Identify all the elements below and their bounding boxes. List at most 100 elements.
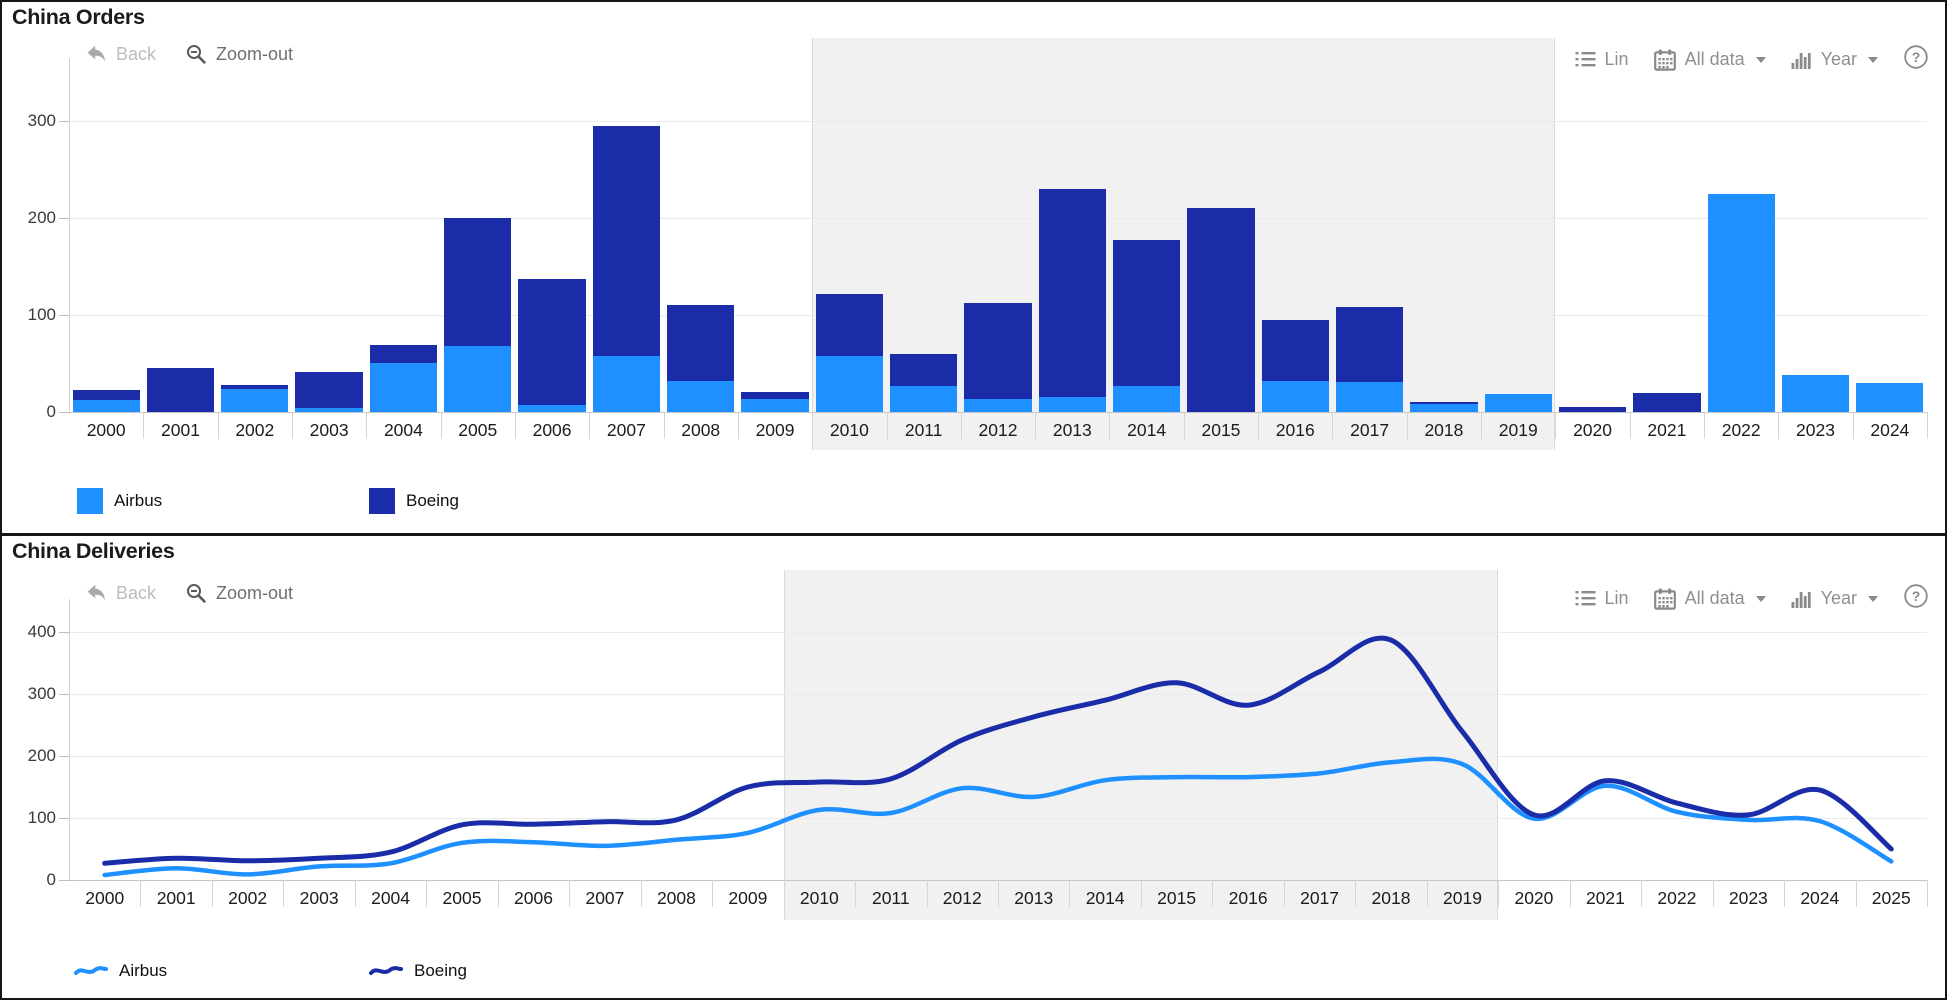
y-tick-label: 300 bbox=[27, 111, 56, 130]
bar-2016-boeing[interactable] bbox=[1261, 319, 1329, 381]
y-tick-mark bbox=[59, 218, 69, 219]
lin-scale-button[interactable]: Lin bbox=[1575, 588, 1629, 609]
bar-2018-airbus[interactable] bbox=[1410, 404, 1478, 412]
bar-2003-airbus[interactable] bbox=[295, 408, 363, 412]
x-tick-mark bbox=[1855, 880, 1857, 907]
bar-2009-airbus[interactable] bbox=[741, 399, 809, 412]
bar-2005-boeing[interactable] bbox=[444, 218, 512, 347]
help-button[interactable]: ? bbox=[1903, 583, 1929, 614]
bar-2010-airbus[interactable] bbox=[815, 355, 883, 412]
zoom-out-icon bbox=[186, 44, 207, 65]
list-icon bbox=[1575, 50, 1596, 69]
bar-2014-airbus[interactable] bbox=[1112, 385, 1181, 412]
gridline bbox=[69, 218, 1927, 219]
bar-2011-airbus[interactable] bbox=[890, 385, 958, 412]
boeing-line-swatch bbox=[369, 966, 403, 975]
bar-2018-boeing[interactable] bbox=[1410, 402, 1478, 405]
bar-2008-airbus[interactable] bbox=[667, 380, 735, 412]
x-tick-label: 2004 bbox=[371, 888, 411, 908]
bar-2017-airbus[interactable] bbox=[1335, 381, 1404, 412]
bar-2002-airbus[interactable] bbox=[221, 388, 289, 412]
deliveries-toolbar-right: Lin All data bbox=[1575, 583, 1929, 614]
back-button[interactable]: Back bbox=[86, 44, 156, 65]
x-tick-mark bbox=[1555, 412, 1557, 439]
x-tick-label: 2025 bbox=[1871, 888, 1911, 908]
x-tick-mark bbox=[217, 412, 219, 439]
x-tick-mark bbox=[1140, 880, 1142, 907]
bar-2022-airbus[interactable] bbox=[1707, 193, 1775, 412]
bar-2012-boeing[interactable] bbox=[964, 303, 1032, 400]
all-data-dropdown[interactable]: All data bbox=[1653, 588, 1766, 610]
boeing-line bbox=[102, 635, 1894, 866]
x-tick-mark bbox=[1183, 412, 1185, 439]
x-tick-label: 2023 bbox=[1728, 888, 1768, 908]
back-icon bbox=[86, 45, 107, 64]
bar-2002-boeing[interactable] bbox=[221, 384, 289, 389]
bar-2019-airbus[interactable] bbox=[1484, 393, 1552, 412]
x-tick-label: 2016 bbox=[1275, 420, 1315, 440]
bar-2000-boeing[interactable] bbox=[72, 389, 140, 401]
x-tick-label: 2000 bbox=[85, 888, 125, 908]
bar-2015-boeing[interactable] bbox=[1187, 208, 1255, 412]
x-tick-mark bbox=[1712, 880, 1714, 907]
zoom-out-button[interactable]: Zoom-out bbox=[186, 44, 293, 65]
x-axis-line bbox=[69, 412, 1927, 413]
bar-2009-boeing[interactable] bbox=[741, 391, 809, 400]
x-tick-label: 2005 bbox=[442, 888, 482, 908]
x-tick-mark bbox=[1481, 412, 1483, 439]
year-dropdown[interactable]: Year bbox=[1791, 49, 1878, 70]
x-tick-label: 2024 bbox=[1800, 888, 1840, 908]
bar-2006-boeing[interactable] bbox=[518, 279, 586, 406]
zoom-out-button[interactable]: Zoom-out bbox=[186, 583, 293, 604]
help-button[interactable]: ? bbox=[1903, 44, 1929, 75]
x-tick-label: 2004 bbox=[383, 420, 423, 440]
all-data-dropdown[interactable]: All data bbox=[1653, 49, 1766, 71]
x-tick-label: 2021 bbox=[1585, 888, 1625, 908]
x-tick-label: 2000 bbox=[86, 420, 126, 440]
x-tick-label: 2008 bbox=[681, 420, 721, 440]
bar-2013-airbus[interactable] bbox=[1038, 397, 1106, 412]
y-tick-label: 0 bbox=[46, 870, 56, 889]
bar-2001-boeing[interactable] bbox=[146, 368, 215, 412]
orders-plot[interactable]: 0 100 200 300 2000 2001 2002 2003 2004 2005 2006 20… bbox=[2, 2, 1945, 533]
lin-scale-button[interactable]: Lin bbox=[1575, 49, 1629, 70]
bar-2005-airbus[interactable] bbox=[444, 346, 512, 412]
bar-2007-airbus[interactable] bbox=[592, 355, 661, 412]
bar-2010-boeing[interactable] bbox=[815, 293, 883, 356]
bar-2017-boeing[interactable] bbox=[1335, 307, 1404, 382]
y-tick-mark bbox=[59, 315, 69, 316]
x-tick-label: 2002 bbox=[228, 888, 268, 908]
bar-2004-airbus[interactable] bbox=[369, 362, 438, 412]
svg-text:?: ? bbox=[1912, 49, 1921, 65]
year-dropdown[interactable]: Year bbox=[1791, 588, 1878, 609]
bar-2016-airbus[interactable] bbox=[1261, 380, 1329, 412]
x-tick-mark bbox=[1332, 412, 1334, 439]
bar-2021-boeing[interactable] bbox=[1633, 392, 1701, 412]
bar-2020-boeing[interactable] bbox=[1558, 407, 1627, 412]
x-tick-mark bbox=[1498, 880, 1500, 907]
bar-2003-boeing[interactable] bbox=[295, 372, 363, 409]
bar-2024-airbus[interactable] bbox=[1856, 382, 1924, 412]
x-tick-mark bbox=[1109, 412, 1111, 439]
lin-label: Lin bbox=[1604, 49, 1629, 69]
back-button[interactable]: Back bbox=[86, 583, 156, 604]
x-tick-mark bbox=[440, 412, 442, 439]
y-tick-mark bbox=[59, 818, 69, 819]
x-tick-mark bbox=[1641, 880, 1643, 907]
y-tick-label: 400 bbox=[27, 622, 56, 641]
bar-2008-boeing[interactable] bbox=[667, 305, 735, 381]
all-data-label: All data bbox=[1684, 49, 1745, 69]
bar-2014-boeing[interactable] bbox=[1112, 240, 1181, 386]
bar-2007-boeing[interactable] bbox=[592, 125, 661, 356]
boeing-legend-label: Boeing bbox=[406, 491, 459, 510]
bar-2006-airbus[interactable] bbox=[518, 405, 586, 412]
bar-2000-airbus[interactable] bbox=[72, 400, 140, 412]
bar-2011-boeing[interactable] bbox=[890, 353, 958, 386]
x-tick-mark bbox=[283, 880, 285, 907]
x-tick-label: 2020 bbox=[1514, 888, 1554, 908]
bar-2023-airbus[interactable] bbox=[1781, 375, 1850, 412]
bar-2012-airbus[interactable] bbox=[964, 399, 1032, 412]
bar-2013-boeing[interactable] bbox=[1038, 188, 1106, 398]
y-axis-line bbox=[69, 599, 70, 880]
bar-2004-boeing[interactable] bbox=[369, 345, 438, 363]
